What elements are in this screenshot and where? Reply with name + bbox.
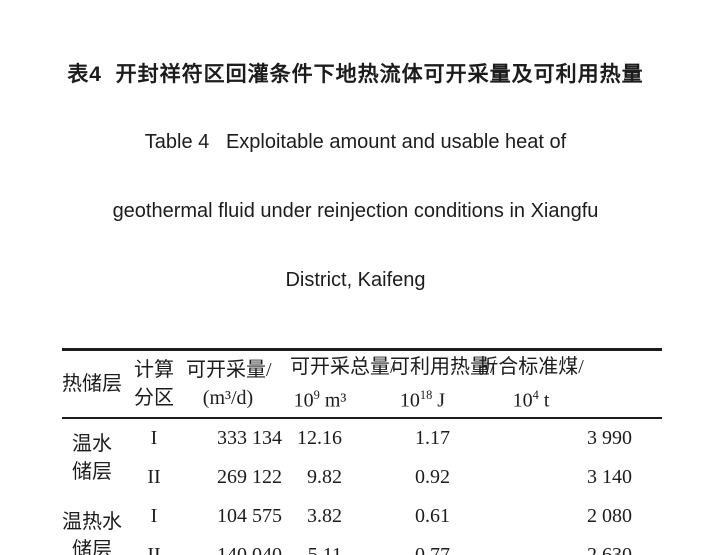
cell-zone: I xyxy=(150,505,158,527)
col-header-coal-equivalent: 折合标准煤/ 104 t xyxy=(455,350,662,419)
cell-exploitable-amount: 333 134 xyxy=(217,427,282,449)
cell-exploitable-amount: 140 040 xyxy=(217,544,282,555)
header-row: 热储层 计算 分区 可开采量/ (m³/d) 可开采总量/ 109 m³ 可利用… xyxy=(62,350,662,419)
cell-zone: I xyxy=(150,427,158,449)
cell-reservoir-warm-hot: 温热水 储层 xyxy=(62,511,122,555)
cell-usable-heat: 0.92 xyxy=(415,466,450,488)
table-row: 温水 储层 I 333 134 12.16 1.17 3 990 xyxy=(62,418,662,483)
caption-title-en-line2: geothermal fluid under reinjection condi… xyxy=(112,200,599,222)
data-table: 热储层 计算 分区 可开采量/ (m³/d) 可开采总量/ 109 m³ 可利用… xyxy=(62,348,662,555)
cell-exploitable-total: 3.82 xyxy=(307,505,342,527)
cell-coal-equivalent: 2 080 xyxy=(587,505,632,527)
cell-exploitable-total: 12.16 xyxy=(297,427,342,449)
col-header-reservoir: 热储层 xyxy=(62,350,122,419)
cell-zone: II xyxy=(147,466,161,488)
unit-usable-heat: 1018 J xyxy=(399,388,446,412)
table-caption: 表4 开封祥符区回灌条件下地热流体可开采量及可利用热量 Table 4 Expl… xyxy=(67,63,644,291)
cell-exploitable-total: 9.82 xyxy=(307,466,342,488)
cell-exploitable-total: 5.11 xyxy=(307,544,342,555)
col-header-usable-heat: 可利用热量/ 1018 J xyxy=(350,350,496,419)
cell-coal-equivalent: 3 990 xyxy=(587,427,632,449)
caption-title-zh: 表4 开封祥符区回灌条件下地热流体可开采量及可利用热量 xyxy=(67,63,644,86)
cell-reservoir-warm: 温水 储层 xyxy=(72,433,112,483)
table-row: II 269 122 9.82 0.92 3 140 xyxy=(62,458,662,497)
col-header-zone: 计算 分区 xyxy=(134,359,174,409)
cell-usable-heat: 0.77 xyxy=(415,544,450,555)
cell-zone: II xyxy=(147,544,161,555)
col-header-exploitable-total: 可开采总量/ 109 m³ xyxy=(290,350,396,419)
cell-exploitable-amount: 104 575 xyxy=(217,505,282,527)
unit-coal-equivalent: 104 t xyxy=(512,388,550,412)
table-row: 温热水 储层 I 104 575 3.82 0.61 2 080 xyxy=(62,497,662,555)
cell-coal-equivalent: 2 630 xyxy=(587,544,632,555)
cell-coal-equivalent: 3 140 xyxy=(587,466,632,488)
col-header-reservoir-label: 热储层 xyxy=(62,373,122,395)
cell-exploitable-amount: 269 122 xyxy=(217,466,282,488)
table-row: II 140 040 5.11 0.77 2 630 xyxy=(62,536,662,555)
cell-usable-heat: 1.17 xyxy=(415,427,450,449)
caption-title-en-line3: District, Kaifeng xyxy=(285,269,426,291)
caption-title-en-line1: Table 4 Exploitable amount and usable he… xyxy=(144,131,567,153)
col-header-exploitable-amount: 可开采量/ (m³/d) xyxy=(186,359,272,409)
unit-exploitable-total: 109 m³ xyxy=(293,388,347,412)
cell-usable-heat: 0.61 xyxy=(415,505,450,527)
